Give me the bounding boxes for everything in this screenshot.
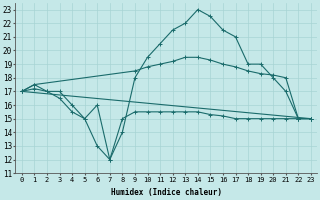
X-axis label: Humidex (Indice chaleur): Humidex (Indice chaleur) xyxy=(111,188,222,197)
